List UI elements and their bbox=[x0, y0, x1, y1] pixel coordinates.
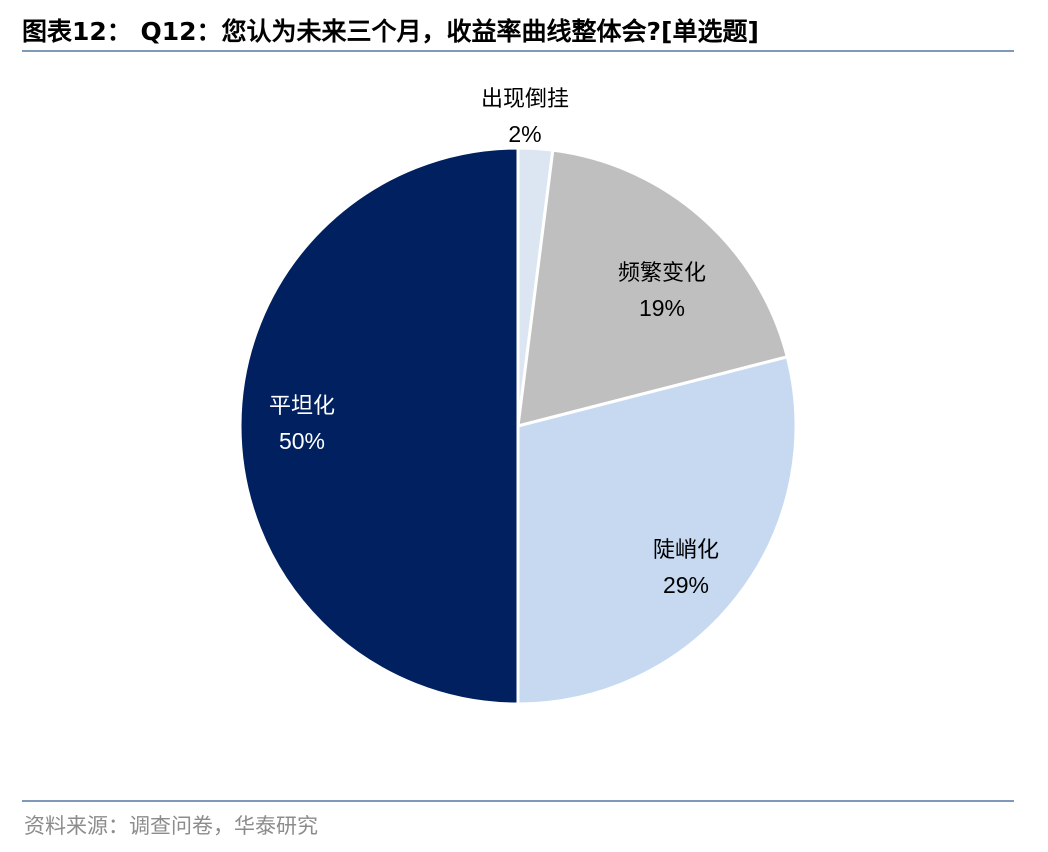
slice-value-label: 19% bbox=[639, 295, 685, 321]
slice-category-label: 出现倒挂 bbox=[481, 87, 569, 112]
pie-slice bbox=[238, 146, 520, 706]
pie-slice bbox=[516, 148, 790, 429]
slice-value-label: 2% bbox=[508, 121, 541, 147]
pie-slice bbox=[516, 355, 798, 706]
chart-title: 图表12： Q12：您认为未来三个月，收益率曲线整体会?[单选题] bbox=[22, 17, 759, 46]
slice-category-label: 频繁变化 bbox=[618, 261, 706, 286]
slice-category-label: 陡峭化 bbox=[653, 538, 719, 563]
slice-value-label: 29% bbox=[663, 572, 709, 598]
source-note: 资料来源：调查问卷，华泰研究 bbox=[24, 814, 318, 838]
slice-value-label: 50% bbox=[279, 428, 325, 454]
source-divider bbox=[22, 800, 1014, 802]
title-divider bbox=[22, 50, 1014, 52]
slice-category-label: 平坦化 bbox=[269, 394, 335, 419]
